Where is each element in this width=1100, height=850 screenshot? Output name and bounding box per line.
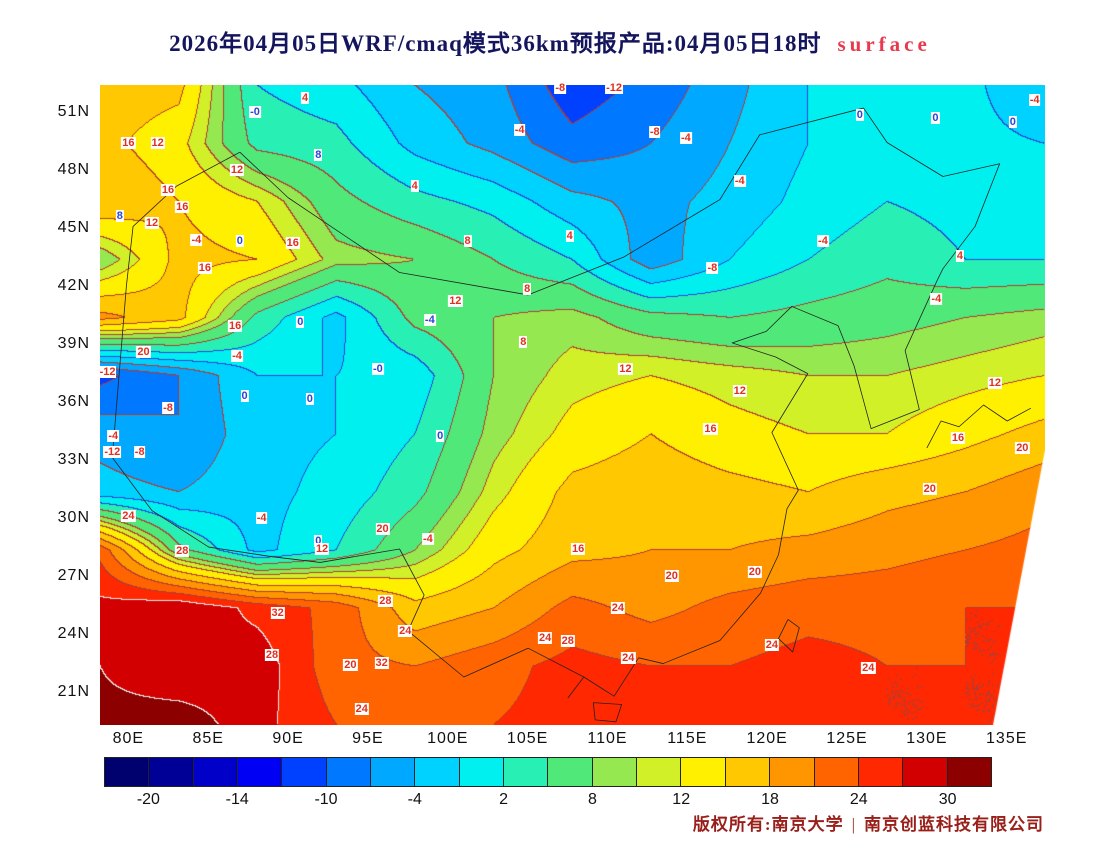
colorbar-labels: -20 -14 -10 -4 2 8 12 18 24 30 xyxy=(104,791,992,813)
colorbar-tick-label: -14 xyxy=(225,791,249,808)
lat-tick-label: 36N xyxy=(57,392,90,410)
lon-tick-label: 80E xyxy=(112,730,145,747)
colorbar-tick-label: 18 xyxy=(761,791,779,808)
copyright-owner: 版权所有:南京大学 xyxy=(692,815,844,834)
copyright-text: 版权所有:南京大学 | 南京创蓝科技有限公司 xyxy=(693,810,1044,835)
lon-tick-label: 115E xyxy=(667,730,708,747)
colorbar-tick-label: 12 xyxy=(672,791,691,808)
lat-tick-label: 51N xyxy=(57,102,90,120)
colorbar-block xyxy=(637,758,682,786)
colorbar-block xyxy=(770,758,815,786)
lon-tick-label: 105E xyxy=(506,730,549,747)
colorbar-block xyxy=(415,758,460,786)
title-main: 2026年04月05日WRF/cmaq模式36km预报产品:04月05日18时 xyxy=(169,31,822,56)
colorbar-block xyxy=(592,758,638,786)
colorbar-tick-label: 2 xyxy=(499,791,509,808)
lon-tick-label: 85E xyxy=(192,730,224,747)
lon-tick-label: 100E xyxy=(427,730,469,747)
map-plot-area: -8 -12 4 -4 -0 0 0 0 -4 -8 -4 16 12 8 12 -4 4 16 16 8 12 4 -4 0… xyxy=(98,82,1045,725)
colorbar-block xyxy=(238,758,283,786)
colorbar-block xyxy=(858,758,904,786)
colorbar-block xyxy=(371,758,416,786)
copyright-separator: | xyxy=(851,815,856,834)
lon-tick-label: 130E xyxy=(906,730,948,747)
copyright-company: 南京创蓝科技有限公司 xyxy=(864,815,1044,834)
colorbar-block xyxy=(814,758,859,786)
lat-tick-label: 33N xyxy=(57,450,90,468)
colorbar-block xyxy=(326,758,372,786)
lon-tick-label: 120E xyxy=(746,730,788,747)
colorbar-block xyxy=(725,758,771,786)
lat-tick-label: 27N xyxy=(57,566,90,584)
colorbar-block xyxy=(459,758,505,786)
lat-tick-label: 21N xyxy=(57,682,90,700)
lon-tick-label: 110E xyxy=(587,730,628,747)
colorbar-block xyxy=(903,758,948,786)
colorbar: -20 -14 -10 -4 2 8 12 18 24 30 xyxy=(104,757,992,815)
lat-tick-label: 30N xyxy=(57,508,90,526)
lon-tick-label: 125E xyxy=(826,730,868,747)
colorbar-block xyxy=(193,758,239,786)
colorbar-block xyxy=(105,758,150,786)
title-suffix: surface xyxy=(837,32,931,56)
lon-tick-label: 90E xyxy=(272,730,304,747)
colorbar-tick-label: -20 xyxy=(136,791,160,808)
lon-tick-label: 95E xyxy=(352,730,384,747)
colorbar-tick-label: -4 xyxy=(407,791,422,808)
colorbar-blocks xyxy=(104,757,992,787)
colorbar-tick-label: -10 xyxy=(314,791,338,808)
colorbar-tick-label: 30 xyxy=(938,791,957,808)
lon-axis: 80E 85E 90E 95E 100E 105E 110E 115E 120E 125E 130E… xyxy=(100,730,1045,752)
lat-tick-label: 45N xyxy=(57,218,90,236)
colorbar-tick-label: 24 xyxy=(849,791,868,808)
colorbar-tick-label: 8 xyxy=(587,791,597,808)
temperature-field-canvas xyxy=(100,85,1045,725)
lat-tick-label: 42N xyxy=(57,276,90,294)
colorbar-block xyxy=(947,758,991,786)
page-title: 2026年04月05日WRF/cmaq模式36km预报产品:04月05日18时 s… xyxy=(0,24,1100,58)
lon-tick-label: 135E xyxy=(986,730,1028,747)
colorbar-block xyxy=(504,758,549,786)
colorbar-block xyxy=(282,758,327,786)
lat-tick-label: 24N xyxy=(57,624,90,642)
colorbar-block xyxy=(548,758,593,786)
colorbar-block xyxy=(681,758,726,786)
lat-tick-label: 48N xyxy=(57,160,90,178)
lat-axis: 51N 48N 45N 42N 39N 36N 33N 30N 27N 24N 21N xyxy=(42,85,94,725)
colorbar-block xyxy=(149,758,194,786)
lat-tick-label: 39N xyxy=(57,334,90,352)
